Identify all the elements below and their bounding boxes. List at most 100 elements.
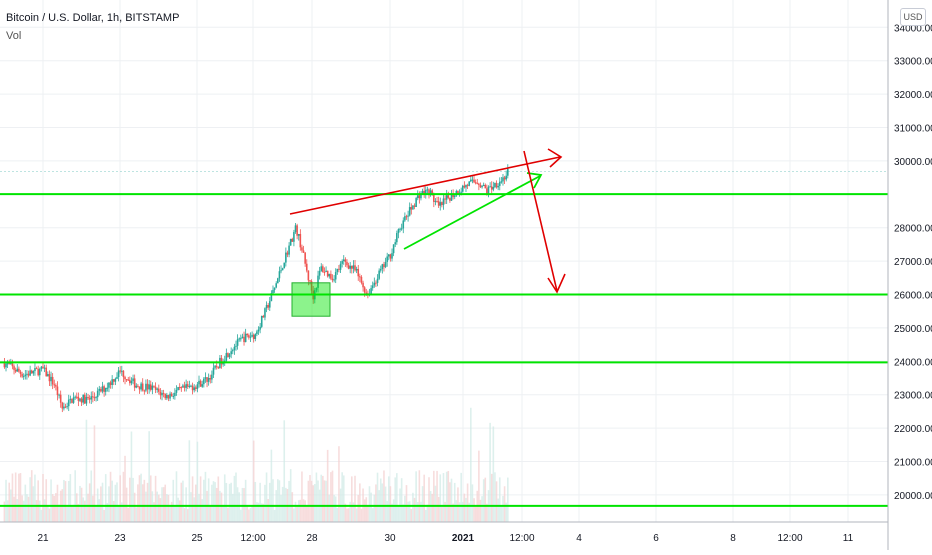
volume-bar — [294, 501, 297, 522]
candle-body — [67, 399, 70, 407]
candle-body — [373, 282, 376, 286]
volume-bar — [13, 496, 15, 522]
time-tick-label: 12:00 — [777, 533, 802, 544]
volume-bar — [225, 482, 228, 522]
candle-body — [59, 394, 62, 403]
candle-body — [252, 334, 255, 339]
volume-bar — [481, 496, 483, 522]
currency-button[interactable]: USD — [900, 8, 926, 26]
candle-body — [72, 397, 75, 403]
candle-body — [426, 189, 429, 191]
volume-bar — [220, 492, 223, 522]
volume-bar — [479, 499, 482, 522]
candle-body — [433, 193, 435, 202]
candle-body — [198, 380, 200, 385]
volume-bar — [470, 407, 472, 522]
candle-body — [114, 378, 117, 382]
price-tick-label: 25000.00 — [894, 324, 932, 335]
price-axis-background[interactable] — [888, 0, 932, 550]
volume-bar — [458, 502, 461, 522]
volume-indicator-label[interactable]: Vol — [6, 30, 22, 42]
candle-body — [34, 368, 36, 372]
candle-body — [186, 384, 189, 387]
candle-body — [241, 336, 244, 339]
candle-body — [326, 270, 329, 277]
volume-bar — [289, 469, 292, 522]
volume-bar — [449, 482, 451, 522]
candle-body — [281, 268, 284, 271]
candle-body — [471, 179, 474, 181]
candle-body — [117, 370, 120, 378]
price-tick-label: 20000.00 — [894, 491, 932, 502]
candle-body — [379, 269, 382, 271]
candle-body — [339, 263, 342, 270]
volume-bar — [196, 441, 199, 522]
volume-bar — [351, 476, 353, 522]
candle-body — [429, 190, 432, 196]
volume-bar — [389, 486, 392, 522]
candle-body — [421, 190, 424, 195]
candle-body — [203, 378, 205, 385]
candle-body — [387, 254, 390, 257]
volume-bar — [106, 502, 109, 522]
volume-bar — [478, 450, 480, 522]
candle-body — [399, 228, 401, 230]
volume-bar — [420, 501, 422, 522]
volume-bar — [373, 494, 376, 522]
candle-body — [484, 184, 487, 189]
candle-body — [177, 387, 179, 391]
volume-bar — [355, 508, 358, 522]
candle-body — [473, 179, 475, 183]
volume-bar — [212, 481, 215, 522]
volume-bar — [119, 475, 121, 522]
grid — [0, 0, 888, 522]
candle-body — [74, 396, 76, 398]
volume-bar — [281, 486, 284, 522]
candle-body — [424, 189, 427, 195]
volume-bar — [502, 495, 504, 522]
volume-bar — [87, 493, 89, 522]
candle-body — [151, 385, 154, 390]
candle-body — [357, 268, 360, 277]
volume-bar — [249, 507, 252, 522]
volume-bar — [217, 476, 220, 522]
candle-body — [441, 202, 443, 206]
volume-bar — [92, 495, 94, 522]
volume-bar — [421, 486, 424, 522]
candle-body — [262, 315, 265, 318]
time-axis[interactable]: 21 23 25 12:00 28 30 2021 12:00 4 6 8 12:00 11 — [0, 521, 888, 544]
candle-body — [386, 256, 388, 262]
candle-body — [135, 385, 138, 388]
volume-bar — [5, 479, 7, 522]
volume-bar — [391, 503, 393, 522]
price-axis[interactable]: 20000.00 21000.00 22000.00 23000.00 24000.00… — [887, 0, 932, 550]
volume-bar — [376, 472, 379, 522]
candle-body — [436, 201, 438, 203]
volume-bar — [27, 496, 30, 522]
candle-body — [400, 228, 403, 230]
volume-bar — [505, 502, 507, 522]
volume-bar — [11, 473, 14, 522]
candle-body — [92, 396, 94, 398]
candle-body — [14, 369, 17, 372]
candle-body — [101, 386, 104, 392]
volume-bar — [328, 494, 331, 522]
candle-body — [125, 379, 128, 381]
candle-body — [453, 195, 456, 198]
volume-bar — [162, 487, 165, 522]
volume-bar — [301, 471, 303, 522]
candle-body — [359, 276, 361, 278]
volume-bar — [463, 493, 466, 522]
candle-body — [37, 369, 39, 376]
candle-body — [280, 270, 282, 272]
volume-bar — [207, 478, 210, 522]
candle-body — [336, 268, 339, 273]
candle-body — [148, 384, 150, 390]
candle-body — [470, 179, 472, 182]
volume-bar — [79, 485, 81, 522]
candle-body — [341, 261, 343, 264]
candle-body — [447, 195, 450, 198]
candle-body — [322, 266, 324, 272]
